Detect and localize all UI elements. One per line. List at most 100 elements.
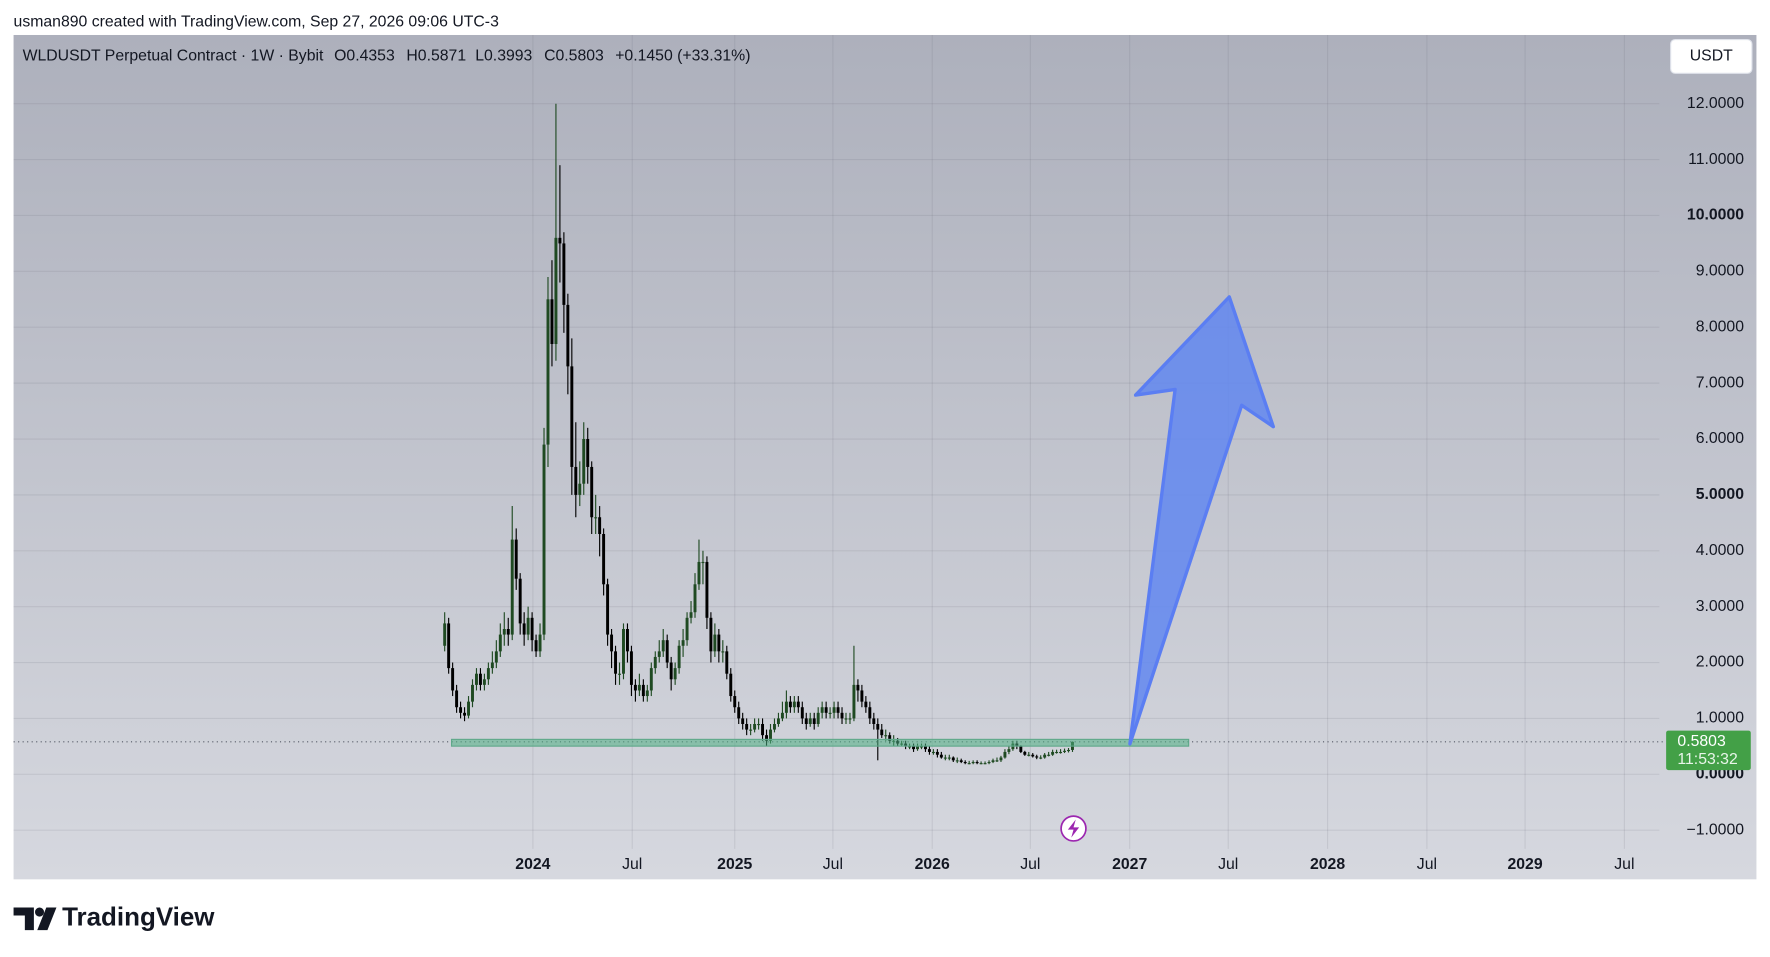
x-tick-label: 2028 bbox=[1310, 856, 1345, 873]
candle-body bbox=[546, 299, 550, 445]
candle-body bbox=[1039, 757, 1043, 759]
candle-body bbox=[471, 684, 474, 702]
candle-body bbox=[618, 673, 621, 675]
candle-body bbox=[927, 749, 931, 752]
candle-body bbox=[661, 640, 665, 652]
candle-body bbox=[979, 763, 983, 765]
candle-body bbox=[935, 751, 939, 755]
candle-body bbox=[455, 690, 459, 708]
candle-body bbox=[773, 723, 776, 730]
candle-body bbox=[637, 684, 641, 691]
support-zone bbox=[450, 738, 1190, 747]
candle-body bbox=[578, 483, 582, 495]
grid bbox=[13, 34, 1660, 849]
candle-body bbox=[939, 754, 943, 758]
candle-body bbox=[709, 617, 713, 652]
candle-body bbox=[991, 760, 995, 762]
candle-body bbox=[669, 662, 673, 680]
candle-body bbox=[951, 757, 955, 761]
candle-body bbox=[1035, 756, 1039, 758]
candle-body bbox=[482, 679, 486, 685]
candle-body bbox=[558, 237, 562, 244]
ohlc-low: L0.3993 bbox=[475, 48, 532, 65]
candle-body bbox=[765, 735, 768, 741]
candle-body bbox=[486, 668, 490, 680]
candle-body bbox=[880, 729, 884, 736]
candle-body bbox=[1031, 754, 1035, 757]
candle-body bbox=[761, 723, 765, 736]
candle-body bbox=[931, 751, 935, 754]
candle-body bbox=[868, 707, 872, 719]
candle-body bbox=[622, 628, 625, 674]
x-tick-label: Jul bbox=[622, 856, 642, 873]
y-tick-label: 6.0000 bbox=[1696, 430, 1745, 447]
y-tick-label: 3.0000 bbox=[1696, 598, 1745, 615]
currency-button[interactable] bbox=[1670, 38, 1753, 74]
logo-slash bbox=[37, 907, 57, 931]
candle-body bbox=[606, 584, 610, 635]
candle-body bbox=[916, 746, 919, 750]
candle-body bbox=[876, 723, 880, 730]
candle-body bbox=[534, 640, 538, 652]
candle-body bbox=[502, 628, 506, 635]
candle-body bbox=[971, 761, 975, 764]
candle-body bbox=[983, 763, 987, 765]
candle-body bbox=[1047, 754, 1051, 756]
candle-body bbox=[451, 668, 455, 691]
candle-body bbox=[689, 612, 693, 618]
candle-body bbox=[872, 718, 876, 724]
candle-body bbox=[1007, 749, 1011, 752]
candle-body bbox=[804, 718, 808, 724]
x-tick-label: Jul bbox=[1614, 856, 1634, 873]
candle-body bbox=[657, 651, 661, 657]
candle-body bbox=[943, 757, 947, 759]
candle-body bbox=[570, 366, 574, 467]
candle-body bbox=[625, 628, 629, 652]
candle-body bbox=[1051, 751, 1055, 755]
candle-body bbox=[967, 763, 971, 765]
candle-body bbox=[598, 517, 602, 535]
candle-body bbox=[641, 684, 645, 697]
y-tick-label: 12.0000 bbox=[1687, 95, 1744, 112]
up-arrow bbox=[1128, 295, 1276, 746]
candle-body bbox=[463, 712, 467, 716]
candle-body bbox=[514, 539, 518, 579]
candle-body bbox=[808, 718, 812, 724]
ohlc-change: +0.1450 (+33.31%) bbox=[615, 48, 750, 65]
candle-body bbox=[550, 299, 554, 345]
candle-body bbox=[920, 746, 923, 748]
x-tick-label: Jul bbox=[1417, 856, 1437, 873]
candle-body bbox=[594, 517, 598, 519]
currency-label: USDT bbox=[1690, 48, 1733, 65]
candle-body bbox=[757, 723, 761, 726]
candle-body bbox=[701, 561, 705, 564]
candle-body bbox=[705, 561, 709, 618]
candle-body bbox=[554, 237, 558, 345]
candle-body bbox=[828, 712, 832, 714]
candle-body bbox=[959, 760, 963, 762]
candle-body bbox=[780, 712, 784, 719]
symbol-legend: WLDUSDT Perpetual Contract · 1W · Bybit … bbox=[23, 48, 751, 65]
candle-body bbox=[753, 723, 757, 730]
candle-body bbox=[1063, 750, 1067, 752]
candle-body bbox=[697, 561, 701, 585]
candle-body bbox=[923, 746, 927, 750]
candle-body bbox=[681, 640, 685, 646]
candle-body bbox=[629, 651, 633, 685]
candle-body bbox=[812, 718, 816, 724]
x-tick-label: 2029 bbox=[1507, 856, 1542, 873]
candle-body bbox=[824, 707, 828, 713]
candle-body bbox=[1027, 754, 1031, 756]
y-tick-label: 11.0000 bbox=[1688, 151, 1744, 168]
x-tick-label: Jul bbox=[1218, 856, 1238, 873]
candle-body bbox=[443, 623, 447, 646]
candle-body bbox=[800, 707, 804, 719]
candle-body bbox=[912, 746, 916, 750]
candle-body bbox=[947, 757, 951, 759]
y-tick-label: 8.0000 bbox=[1696, 318, 1745, 335]
last-price-label: 0.5803 bbox=[1677, 733, 1726, 750]
labels: −1.00000.00001.00002.00003.00004.00005.0… bbox=[515, 95, 1751, 873]
candle-body bbox=[769, 729, 772, 741]
candle-body bbox=[1043, 754, 1047, 758]
candle-body bbox=[788, 701, 792, 708]
